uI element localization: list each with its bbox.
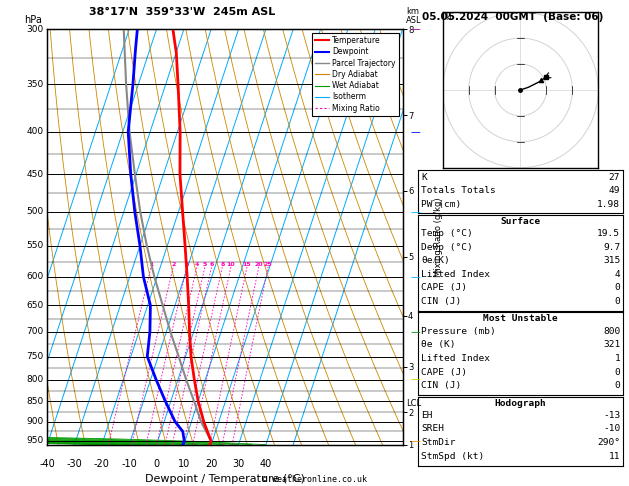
Text: Hodograph: Hodograph bbox=[494, 399, 547, 408]
Text: Surface: Surface bbox=[501, 217, 540, 226]
Text: 4: 4 bbox=[195, 261, 199, 266]
Text: 49: 49 bbox=[609, 186, 620, 195]
Text: CAPE (J): CAPE (J) bbox=[421, 367, 467, 377]
Text: —: — bbox=[410, 327, 420, 337]
Text: 0: 0 bbox=[615, 297, 620, 306]
Text: 38°17'N  359°33'W  245m ASL: 38°17'N 359°33'W 245m ASL bbox=[89, 7, 276, 17]
Text: Lifted Index: Lifted Index bbox=[421, 270, 491, 279]
Text: 450: 450 bbox=[26, 170, 43, 178]
Text: 350: 350 bbox=[26, 80, 43, 89]
Text: 20: 20 bbox=[205, 459, 218, 469]
Text: CIN (J): CIN (J) bbox=[421, 297, 462, 306]
Text: 10: 10 bbox=[226, 261, 235, 266]
Text: 6: 6 bbox=[209, 261, 214, 266]
Text: 800: 800 bbox=[603, 327, 620, 336]
Text: 9.7: 9.7 bbox=[603, 243, 620, 252]
Text: hPa: hPa bbox=[24, 15, 42, 25]
Text: 950: 950 bbox=[26, 436, 43, 446]
Text: 300: 300 bbox=[26, 25, 43, 34]
Text: 0: 0 bbox=[615, 367, 620, 377]
Text: 1: 1 bbox=[615, 354, 620, 363]
Text: 8: 8 bbox=[220, 261, 225, 266]
Text: 750: 750 bbox=[26, 352, 43, 361]
Text: StmSpd (kt): StmSpd (kt) bbox=[421, 451, 485, 461]
Text: θe (K): θe (K) bbox=[421, 340, 456, 349]
Text: kt: kt bbox=[445, 13, 453, 22]
Text: —: — bbox=[410, 127, 420, 137]
Text: 11: 11 bbox=[609, 451, 620, 461]
Text: -13: -13 bbox=[603, 411, 620, 420]
Text: 0: 0 bbox=[615, 381, 620, 390]
Text: 5: 5 bbox=[203, 261, 207, 266]
Text: 850: 850 bbox=[26, 397, 43, 406]
Text: SREH: SREH bbox=[421, 424, 445, 434]
Text: 650: 650 bbox=[26, 301, 43, 310]
Text: 30: 30 bbox=[232, 459, 245, 469]
Text: 0: 0 bbox=[153, 459, 160, 469]
Text: 900: 900 bbox=[26, 417, 43, 426]
Text: 321: 321 bbox=[603, 340, 620, 349]
Text: Totals Totals: Totals Totals bbox=[421, 186, 496, 195]
Text: 2: 2 bbox=[171, 261, 175, 266]
Text: 0: 0 bbox=[615, 283, 620, 293]
Text: —: — bbox=[410, 207, 420, 217]
Text: 1.98: 1.98 bbox=[597, 200, 620, 209]
Text: -30: -30 bbox=[67, 459, 82, 469]
Text: 10: 10 bbox=[178, 459, 190, 469]
Text: 800: 800 bbox=[26, 375, 43, 384]
Text: 700: 700 bbox=[26, 328, 43, 336]
Text: -20: -20 bbox=[94, 459, 110, 469]
Text: Temp (°C): Temp (°C) bbox=[421, 229, 473, 238]
Text: 20: 20 bbox=[255, 261, 263, 266]
Text: 40: 40 bbox=[260, 459, 272, 469]
Text: EH: EH bbox=[421, 411, 433, 420]
Text: km
ASL: km ASL bbox=[406, 7, 421, 25]
Text: StmDir: StmDir bbox=[421, 438, 456, 447]
Text: 25: 25 bbox=[264, 261, 272, 266]
Text: -10: -10 bbox=[121, 459, 137, 469]
Text: LCL: LCL bbox=[406, 399, 421, 408]
Text: -10: -10 bbox=[603, 424, 620, 434]
Text: —: — bbox=[410, 24, 420, 34]
Text: —: — bbox=[410, 272, 420, 282]
Text: PW (cm): PW (cm) bbox=[421, 200, 462, 209]
Text: -40: -40 bbox=[39, 459, 55, 469]
Text: —: — bbox=[410, 436, 420, 446]
Text: θe(K): θe(K) bbox=[421, 256, 450, 265]
Text: 290°: 290° bbox=[597, 438, 620, 447]
Text: CIN (J): CIN (J) bbox=[421, 381, 462, 390]
Text: —: — bbox=[410, 375, 420, 384]
Text: 19.5: 19.5 bbox=[597, 229, 620, 238]
Text: K: K bbox=[421, 173, 427, 182]
Text: 1: 1 bbox=[149, 261, 153, 266]
Text: Dewp (°C): Dewp (°C) bbox=[421, 243, 473, 252]
Text: 315: 315 bbox=[603, 256, 620, 265]
Text: 600: 600 bbox=[26, 272, 43, 281]
Text: CAPE (J): CAPE (J) bbox=[421, 283, 467, 293]
Legend: Temperature, Dewpoint, Parcel Trajectory, Dry Adiabat, Wet Adiabat, Isotherm, Mi: Temperature, Dewpoint, Parcel Trajectory… bbox=[313, 33, 399, 116]
Text: © weatheronline.co.uk: © weatheronline.co.uk bbox=[262, 474, 367, 484]
Text: 4: 4 bbox=[615, 270, 620, 279]
Text: 400: 400 bbox=[26, 127, 43, 137]
Text: Pressure (mb): Pressure (mb) bbox=[421, 327, 496, 336]
Text: 15: 15 bbox=[243, 261, 252, 266]
Text: 550: 550 bbox=[26, 241, 43, 250]
Text: Dewpoint / Temperature (°C): Dewpoint / Temperature (°C) bbox=[145, 474, 305, 484]
Text: 500: 500 bbox=[26, 207, 43, 216]
Text: Mixing Ratio (g/kg): Mixing Ratio (g/kg) bbox=[433, 197, 443, 277]
Text: 05.05.2024  00GMT  (Base: 06): 05.05.2024 00GMT (Base: 06) bbox=[422, 12, 603, 22]
Text: 27: 27 bbox=[609, 173, 620, 182]
Text: 3: 3 bbox=[185, 261, 189, 266]
Text: Lifted Index: Lifted Index bbox=[421, 354, 491, 363]
Text: Most Unstable: Most Unstable bbox=[483, 314, 558, 324]
